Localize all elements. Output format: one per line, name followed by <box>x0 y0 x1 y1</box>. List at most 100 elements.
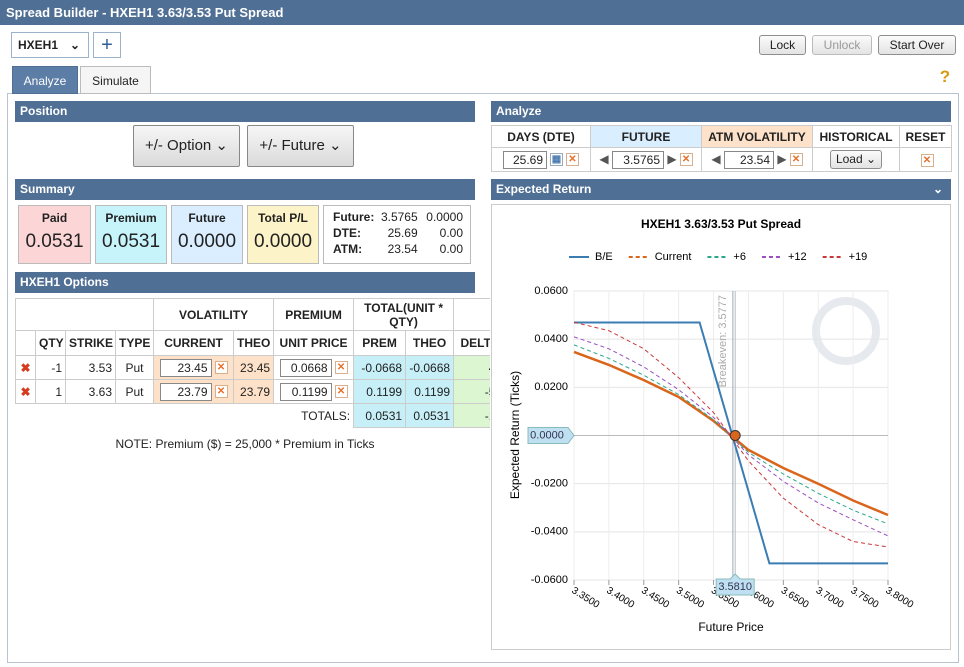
delete-button[interactable]: ✖ <box>15 355 36 380</box>
arrow[interactable]: ◀ <box>599 151 609 166</box>
watermark <box>812 297 880 365</box>
content-frame <box>7 93 959 663</box>
row: DTE: 25.69 0.00 <box>330 225 466 241</box>
analyze-tab[interactable]: Analyze <box>12 66 78 94</box>
note: NOTE: Premium ($) = 25,000 * Premium in … <box>115 437 375 451</box>
detail: 0.0000 <box>426 210 463 224</box>
lock-button[interactable]: Lock <box>759 35 806 55</box>
legend-label: +12 <box>788 251 807 263</box>
row: Future: 3.5765 0.0000 <box>330 209 466 225</box>
col-header: ATM VOLATILITY <box>701 125 813 148</box>
premium-value: 0.0531 <box>101 231 161 252</box>
detail: ATM: <box>333 242 363 256</box>
future-value: 0.0000 <box>177 231 237 252</box>
volatility-current: 23.45 ✕ <box>153 355 235 380</box>
total-theo: 0.1199 <box>405 379 455 404</box>
col-header: DELTA <box>453 330 490 356</box>
col-header: PREM <box>353 330 407 356</box>
options-table: VOLATILITY PREMIUM TOTAL(UNIT * QTY) QTY ST… <box>15 298 490 428</box>
load-label: Load <box>835 152 863 166</box>
y-tick-label: 0.0200 <box>534 381 568 393</box>
premium-label: Premium <box>105 211 157 225</box>
y-axis-label: Expected Return (Ticks) <box>508 371 522 499</box>
expected-return-header: Expected Return ⌄ <box>491 179 951 200</box>
premium-box: Premium 0.0531 <box>95 205 167 264</box>
qty: 1 <box>35 379 66 404</box>
col-header: DAYS (DTE) <box>491 125 591 148</box>
reset-button[interactable]: ✕ <box>920 153 934 167</box>
col-header: HISTORICAL <box>812 125 900 148</box>
volatility-current: 23.79 ✕ <box>153 379 235 404</box>
group-header: PREMIUM <box>273 298 355 331</box>
vol-input[interactable]: 23.45 <box>159 358 212 377</box>
row: QTY STRIKE TYPE CURRENT THEO UNIT PRICE PREM TH… <box>15 330 490 356</box>
unit-price: 0.0668 ✕ <box>273 355 355 380</box>
row: ATM: 23.54 0.00 <box>330 241 466 257</box>
chart-title: HXEH1 3.63/3.53 Put Spread <box>641 217 801 231</box>
group-header: TOTAL(UNIT * QTY) <box>353 298 455 331</box>
add-tab[interactable]: + <box>93 32 121 58</box>
row: ✖ -1 3.53 Put 23.45 ✕ 23.45 0.0668 ✕ -0.0668 -0.06… <box>15 355 490 380</box>
price-input[interactable]: 0.0668 <box>279 358 332 377</box>
instrument-tab[interactable]: HXEH1 ⌄ <box>11 32 89 58</box>
legend-label: +19 <box>849 251 868 263</box>
detail: 23.54 <box>387 242 418 256</box>
y-tick-label: 0.0600 <box>534 285 568 297</box>
instrument-name: HXEH1 <box>18 38 59 52</box>
summary-details: Future: 3.5765 0.0000 DTE: 25.69 0.00 ATM: 23.5… <box>323 205 471 264</box>
vol-input[interactable]: 23.79 <box>159 382 212 401</box>
col-header: THEO <box>233 330 275 356</box>
days-input[interactable]: 25.69 <box>503 150 547 169</box>
col-header: FUTURE <box>590 125 702 148</box>
col-header: QTY <box>35 330 66 356</box>
col-header: STRIKE <box>65 330 116 356</box>
delta: 40 <box>453 355 490 380</box>
total-pl-label: Total P/L <box>258 211 308 225</box>
delete-button[interactable]: ✖ <box>15 379 36 404</box>
type: Put <box>114 379 155 404</box>
start-over-button[interactable]: Start Over <box>878 35 956 55</box>
detail: 25.69 <box>387 226 418 240</box>
detail: Future: <box>333 210 375 224</box>
simulate-tab[interactable]: Simulate <box>80 66 151 94</box>
totals-theo: 0.0531 <box>405 403 455 428</box>
blank <box>453 298 490 331</box>
y-tick-label: -0.0400 <box>531 526 568 538</box>
arrow[interactable]: ◀ <box>711 151 721 166</box>
paid-label: Paid <box>41 211 68 225</box>
analyze-table: DAYS (DTE) FUTURE ATM VOLATILITY HISTORI… <box>491 125 952 172</box>
crosshair-x-badge <box>715 573 755 596</box>
future-button[interactable]: +/- Future ⌄ <box>247 125 354 167</box>
total-pl-box: Total P/L 0.0000 <box>247 205 319 264</box>
future-box: Future 0.0000 <box>171 205 243 264</box>
atm-vol-input[interactable]: 23.54 <box>724 150 774 169</box>
crosshair-y-badge <box>527 427 575 444</box>
breakeven-label: Breakeven: 3.5777 <box>717 295 729 387</box>
legend-label: B/E <box>595 251 613 263</box>
series-line <box>574 321 888 565</box>
row: VOLATILITY PREMIUM TOTAL(UNIT * QTY) <box>15 298 490 331</box>
strike: 3.63 <box>65 379 116 404</box>
delta: -58 <box>453 379 490 404</box>
help-icon[interactable]: ? <box>939 67 951 86</box>
arrow[interactable]: ▶ <box>777 151 787 166</box>
x-axis-label: Future Price <box>698 620 764 634</box>
series-line <box>573 336 889 537</box>
detail: 3.5765 <box>380 210 418 224</box>
option-button[interactable]: +/- Option ⌄ <box>133 125 240 167</box>
crosshair-y-label: 0.0000 <box>530 429 564 441</box>
options-header: HXEH1 Options <box>15 272 475 293</box>
future-button-label: +/- Future <box>259 137 325 154</box>
summary-header: Summary <box>15 179 475 200</box>
qty: -1 <box>35 355 66 380</box>
load-button[interactable]: Load ⌄ <box>830 150 882 169</box>
future-label: Future <box>188 211 226 225</box>
price-input[interactable]: 0.1199 <box>279 382 332 401</box>
legend-label: +6 <box>733 251 746 263</box>
paid-box: Paid 0.0531 <box>18 205 91 264</box>
future-input[interactable]: 3.5765 <box>612 150 664 169</box>
position-header: Position <box>15 101 475 122</box>
arrow[interactable]: ▶ <box>667 151 677 166</box>
